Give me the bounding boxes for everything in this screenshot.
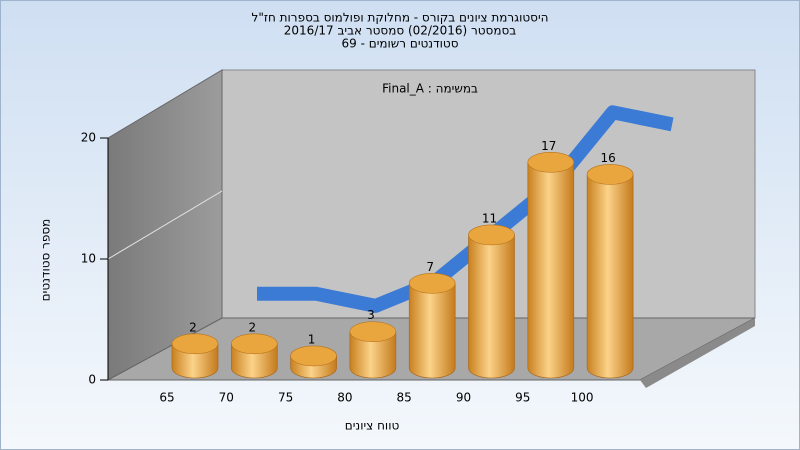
bar-top: [586, 164, 634, 185]
value-label: 17: [541, 139, 556, 153]
bar: [468, 234, 515, 379]
value-label: 2: [248, 320, 256, 334]
bar-top: [408, 272, 456, 294]
x-tick-label: 100: [571, 391, 594, 405]
chart-title: היסטוגרמת ציונים בקורס - מחלוקת ופולמוס …: [252, 11, 549, 25]
x-tick-label: 90: [456, 391, 471, 405]
value-label: 1: [308, 332, 316, 346]
bar: [349, 331, 397, 379]
y-tick-label: 10: [81, 252, 96, 266]
y-tick-label: 0: [88, 373, 96, 387]
bar-top: [468, 224, 515, 246]
annotation: במשימה : Final_A: [382, 82, 478, 96]
x-tick-label: 65: [159, 391, 174, 405]
value-label: 16: [600, 151, 615, 165]
value-label: 2: [189, 320, 197, 334]
chart-subtitle: סטודנטים רשומים - 69: [341, 37, 458, 51]
trend-ribbon: [257, 105, 674, 313]
x-tick-label: 75: [278, 391, 293, 405]
x-tick-label: 95: [515, 391, 530, 405]
bar-top: [349, 321, 397, 343]
bar: [586, 174, 634, 379]
x-tick-label: 85: [397, 391, 412, 405]
value-label: 3: [367, 308, 375, 322]
x-tick-label: 80: [337, 391, 352, 405]
value-label: 7: [426, 260, 434, 274]
floor-edge: [640, 318, 755, 388]
value-label: 11: [482, 211, 497, 225]
x-axis-label: טווח ציונים: [345, 419, 400, 433]
bar-top: [231, 333, 278, 355]
bar-top: [527, 152, 575, 173]
x-tick-label: 70: [219, 391, 234, 405]
bar-top: [290, 345, 337, 367]
chart-subtitle: בסמסטר (02/2016) סמסטר אביב 2016/17: [284, 24, 516, 38]
bar-top: [171, 333, 219, 355]
y-axis-label: מספר סטודנטים: [39, 219, 53, 302]
y-tick-label: 20: [81, 131, 96, 145]
bar: [408, 283, 456, 379]
grid-line: [107, 190, 223, 260]
bar: [527, 162, 575, 379]
